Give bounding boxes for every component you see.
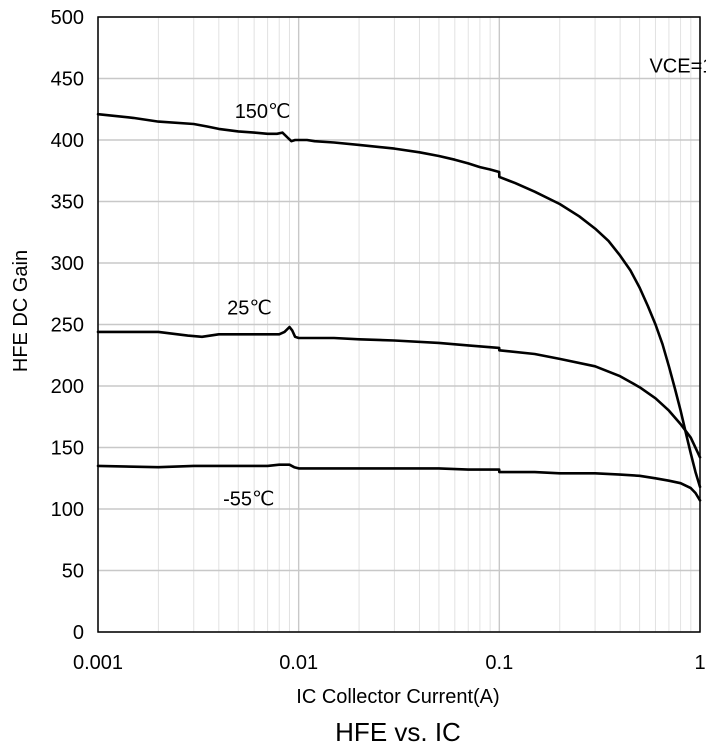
- x-tick-label: 0.001: [73, 652, 123, 674]
- x-tick-label: 1: [694, 652, 705, 674]
- annotation-label: -55℃: [223, 488, 274, 510]
- y-tick-label: 350: [51, 192, 84, 214]
- plot-area-frame: [97, 16, 701, 633]
- annotation-label: VCE=10V: [649, 55, 706, 77]
- y-tick-label: 500: [51, 7, 84, 29]
- series-line-t25: [96, 325, 702, 459]
- y-tick-label: 450: [51, 69, 84, 91]
- y-tick-label: 250: [51, 315, 84, 337]
- x-axis-title: IC Collector Current(A): [296, 686, 499, 708]
- y-axis-title: HFE DC Gain: [10, 250, 32, 372]
- y-tick-label: 150: [51, 438, 84, 460]
- y-tick-label: 400: [51, 130, 84, 152]
- series-lines: [96, 112, 702, 502]
- y-tick-label: 100: [51, 499, 84, 521]
- annotation-label: 150℃: [235, 101, 291, 123]
- y-tick-label: 300: [51, 253, 84, 275]
- series-line-t150: [96, 112, 702, 489]
- gridlines: [97, 16, 701, 633]
- annotation-label: 25℃: [227, 298, 272, 320]
- y-tick-label: 50: [62, 561, 84, 583]
- tick-labels: 0 50 100 150 200 250 300 350 400 450 500 0.001 0.01 0…: [51, 7, 706, 674]
- x-tick-label: 0.01: [279, 652, 318, 674]
- x-tick-label: 0.1: [485, 652, 513, 674]
- y-tick-label: 200: [51, 376, 84, 398]
- y-tick-label: 0: [73, 622, 84, 644]
- series-line-tm55: [96, 463, 702, 502]
- annotations: VCE=10V 150℃ 25℃ -55℃: [223, 55, 706, 510]
- chart-title: HFE vs. IC: [335, 717, 461, 747]
